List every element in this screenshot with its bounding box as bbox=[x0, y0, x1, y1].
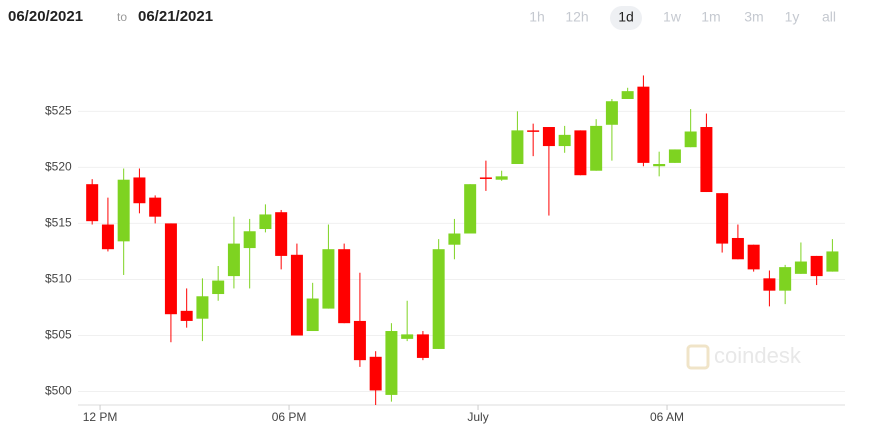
candle-body bbox=[101, 224, 114, 250]
y-tick-label: $515 bbox=[45, 216, 72, 230]
candle-body bbox=[275, 212, 288, 256]
candle-body bbox=[574, 130, 587, 176]
candle-body bbox=[401, 334, 414, 339]
range-button[interactable]: 3m bbox=[744, 9, 763, 25]
candle-body bbox=[731, 237, 744, 260]
candle-body bbox=[416, 334, 429, 358]
watermark-text: coindesk bbox=[714, 343, 802, 368]
candle-body bbox=[810, 255, 823, 277]
candle-body bbox=[259, 214, 272, 230]
candle-body bbox=[369, 356, 382, 391]
candle-body bbox=[212, 280, 225, 295]
x-tick-label: July bbox=[467, 410, 488, 424]
candle-body bbox=[511, 130, 524, 165]
candle-body bbox=[117, 179, 130, 242]
candle-body bbox=[826, 251, 839, 272]
y-tick-label: $520 bbox=[45, 160, 72, 174]
range-button[interactable]: 1d bbox=[618, 9, 634, 25]
y-tick-label: $505 bbox=[45, 328, 72, 342]
candle-body bbox=[149, 197, 162, 217]
candle-body bbox=[164, 223, 177, 315]
candle-body bbox=[196, 296, 209, 319]
candle-body bbox=[716, 193, 729, 244]
candle-body bbox=[290, 254, 303, 336]
candle-body bbox=[621, 91, 634, 99]
candle-body bbox=[338, 249, 351, 324]
candle-body bbox=[385, 331, 398, 395]
range-button[interactable]: 1h bbox=[529, 9, 545, 25]
candle-body bbox=[668, 149, 681, 163]
candle-body bbox=[637, 86, 650, 163]
candle-body bbox=[133, 177, 146, 204]
range-button[interactable]: 1y bbox=[785, 9, 800, 25]
candle-body bbox=[353, 320, 366, 361]
range-button[interactable]: all bbox=[822, 9, 836, 25]
candle-body bbox=[464, 184, 477, 234]
range-button[interactable]: 12h bbox=[565, 9, 588, 25]
candle-body bbox=[747, 244, 760, 270]
range-button-highlight bbox=[610, 6, 642, 30]
candle-body bbox=[180, 310, 193, 321]
candle-body bbox=[558, 134, 571, 147]
candle-body bbox=[700, 127, 713, 193]
candle-body bbox=[227, 243, 240, 277]
candle-body bbox=[779, 267, 792, 291]
date-separator: to bbox=[117, 10, 127, 24]
candle-body bbox=[763, 278, 776, 291]
candle-body bbox=[306, 298, 319, 332]
candle-body bbox=[542, 127, 555, 147]
x-tick-label: 06 PM bbox=[272, 410, 307, 424]
watermark: coindesk bbox=[686, 343, 802, 370]
x-tick-label: 06 AM bbox=[650, 410, 684, 424]
watermark-logo bbox=[686, 344, 710, 370]
candle-body bbox=[590, 125, 603, 171]
candle-body bbox=[432, 249, 445, 349]
candle-body bbox=[605, 101, 618, 125]
candle-body bbox=[243, 231, 256, 249]
candle-body bbox=[322, 249, 335, 309]
date-from: 06/20/2021 bbox=[8, 8, 83, 25]
candle-body bbox=[527, 130, 540, 132]
date-to: 06/21/2021 bbox=[138, 8, 213, 25]
y-tick-label: $510 bbox=[45, 272, 72, 286]
candle-body bbox=[448, 233, 461, 245]
candle-body bbox=[653, 164, 666, 167]
candle-body bbox=[479, 177, 492, 179]
candle-body bbox=[495, 176, 508, 180]
y-tick-label: $500 bbox=[45, 384, 72, 398]
range-button[interactable]: 1w bbox=[663, 9, 682, 25]
candle-body bbox=[794, 261, 807, 274]
candle-body bbox=[86, 184, 99, 222]
range-button[interactable]: 1m bbox=[701, 9, 720, 25]
candle-body bbox=[684, 131, 697, 148]
y-tick-label: $525 bbox=[45, 103, 72, 117]
x-tick-label: 12 PM bbox=[83, 410, 118, 424]
